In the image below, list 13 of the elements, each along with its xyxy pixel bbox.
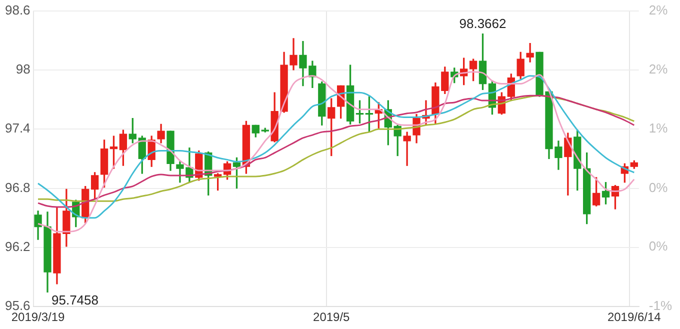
y-tick-label: 98.6 (4, 2, 30, 18)
y-tick-label: 98 (16, 62, 30, 77)
y2-tick-label: 0% (648, 238, 668, 254)
annotation: 95.7458 (51, 292, 98, 308)
annotation: 98.3662 (459, 16, 506, 31)
y2-tick-label: 0% (648, 180, 668, 196)
y-tick-label: 97.4 (4, 120, 30, 136)
y2-tick-label: 1% (648, 120, 668, 136)
y2-tick-label: 2% (648, 61, 668, 76)
x-tick-label: 2019/5 (313, 310, 350, 324)
y-tick-label: 96.8 (4, 180, 30, 195)
y-tick-label: 96.2 (4, 239, 30, 254)
y2-tick-label: 2% (648, 2, 668, 18)
